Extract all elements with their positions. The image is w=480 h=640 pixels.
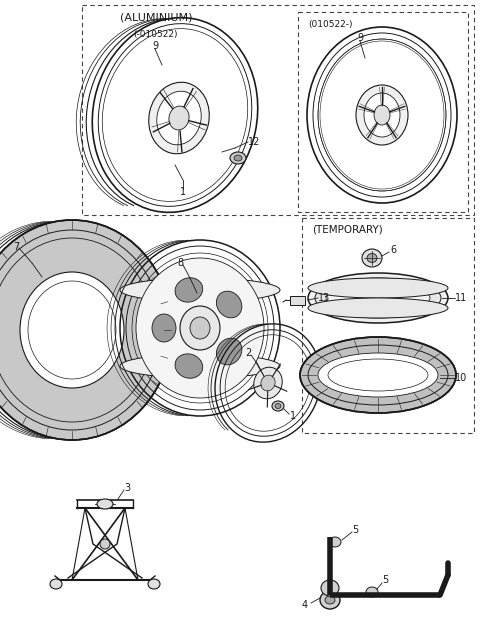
Ellipse shape [254,367,282,399]
Ellipse shape [100,539,110,549]
Text: 13: 13 [318,293,330,303]
Ellipse shape [315,278,441,318]
Ellipse shape [320,591,340,609]
Ellipse shape [366,587,378,597]
Text: 9: 9 [152,41,158,51]
Text: 5: 5 [352,525,358,535]
Ellipse shape [149,82,209,154]
Ellipse shape [308,273,448,323]
Ellipse shape [261,375,275,391]
Ellipse shape [97,499,113,509]
Text: (010522-): (010522-) [308,19,352,29]
Ellipse shape [360,288,396,308]
Text: 1: 1 [290,411,296,421]
Text: 7: 7 [13,242,19,252]
Ellipse shape [325,596,335,604]
Ellipse shape [120,278,280,302]
Ellipse shape [234,155,242,161]
Text: 12: 12 [248,137,260,147]
Text: (ALUMINIUM): (ALUMINIUM) [120,12,192,22]
Ellipse shape [308,278,448,298]
Ellipse shape [136,258,264,398]
Ellipse shape [152,314,176,342]
Ellipse shape [175,354,203,378]
Text: 2: 2 [245,348,251,358]
Ellipse shape [364,93,400,137]
Ellipse shape [356,85,408,145]
Ellipse shape [180,306,220,350]
Ellipse shape [0,220,172,440]
Ellipse shape [275,403,281,408]
FancyBboxPatch shape [289,296,304,305]
Ellipse shape [326,284,430,312]
Text: 8: 8 [177,258,183,268]
Text: 1: 1 [180,187,186,197]
Ellipse shape [362,249,382,267]
Text: (TEMPORARY): (TEMPORARY) [312,225,383,235]
Text: 5: 5 [382,575,388,585]
Text: 4: 4 [302,600,308,610]
Ellipse shape [216,291,242,318]
Ellipse shape [148,579,160,589]
Ellipse shape [354,290,362,295]
Ellipse shape [318,353,438,397]
Ellipse shape [394,301,402,306]
Ellipse shape [175,278,203,302]
Ellipse shape [272,401,284,411]
Text: 6: 6 [390,245,396,255]
Ellipse shape [157,91,201,145]
Ellipse shape [230,152,246,164]
Ellipse shape [50,579,62,589]
Bar [302,218,474,433]
Ellipse shape [190,317,210,339]
Text: 11: 11 [455,293,467,303]
Ellipse shape [367,253,377,262]
Text: (-010522): (-010522) [133,31,177,40]
Text: 3: 3 [124,483,130,493]
Ellipse shape [354,301,362,306]
Ellipse shape [169,106,189,130]
Text: 10: 10 [455,373,467,383]
Ellipse shape [329,537,341,547]
Ellipse shape [368,292,388,304]
Ellipse shape [20,272,124,388]
Ellipse shape [321,580,339,596]
Ellipse shape [300,337,456,413]
Ellipse shape [308,298,448,318]
Ellipse shape [394,290,402,295]
Ellipse shape [374,105,390,125]
Text: 9: 9 [357,33,363,43]
Ellipse shape [120,354,280,378]
Bar [298,12,468,212]
Bar [82,5,474,215]
Ellipse shape [216,338,242,365]
